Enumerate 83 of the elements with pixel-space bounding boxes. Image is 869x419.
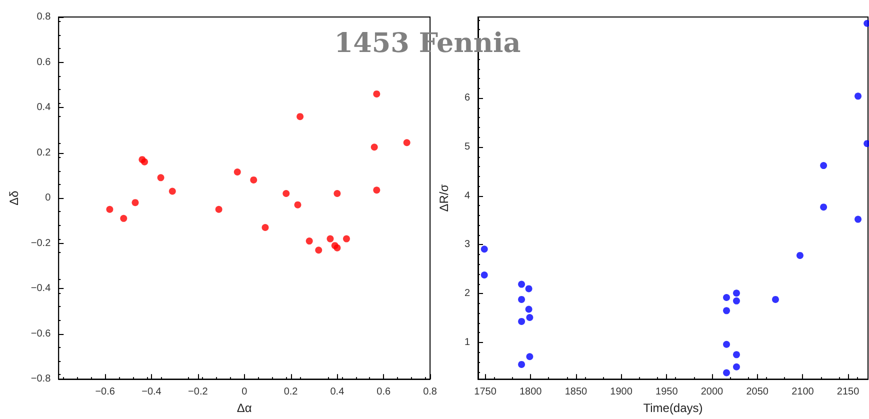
y-tick-label: 0 [45,192,52,204]
x-tick-label: 1950 [656,386,678,398]
x-tick-label: −0.4 [142,386,162,398]
point [518,280,526,288]
point [854,92,862,100]
point [820,204,828,211]
x-axis-title: Δα [236,401,252,415]
point [732,290,740,297]
x-tick-label: 1750 [474,386,497,398]
y-axis-title: Δδ [7,190,21,206]
point [525,285,532,292]
point [370,144,378,151]
x-tick-label: 2050 [746,386,769,398]
point [723,307,730,314]
x-tick-label: 0 [242,386,248,398]
point [732,351,740,358]
y-tick-label: 6 [464,92,470,104]
point [526,314,534,322]
point [480,246,488,253]
x-tick-label: 1900 [610,386,633,398]
point [403,139,410,146]
point [296,113,304,120]
point [723,369,730,376]
y-tick-label: 0.6 [36,56,52,68]
point [306,238,313,245]
x-tick-label: 0.2 [284,386,298,398]
x-tick-label: 0.6 [376,386,392,398]
y-tick-label: 1 [464,336,470,348]
point [342,235,350,242]
point [480,272,488,279]
y-tick-label: 0.8 [36,12,52,22]
point [723,340,730,348]
point [106,206,114,213]
x-tick-label: 0.8 [423,386,438,398]
point [526,353,534,360]
y-tick-label: 0.4 [36,102,52,114]
x-tick-label: 2100 [792,386,814,398]
x-tick-label: 1800 [519,386,542,398]
x-axis-title: Time(days) [643,401,703,415]
point [141,158,148,166]
point [120,214,128,222]
point [796,252,804,259]
point [525,306,532,313]
point [723,294,730,301]
y-tick-label: 0.2 [36,147,52,158]
point [215,206,222,213]
point [820,162,828,170]
point [373,90,380,98]
point [234,168,241,176]
y-tick-label: 3 [464,239,470,250]
x-tick-label: −0.2 [188,386,208,398]
point [326,235,334,242]
point [854,216,862,223]
x-tick-label: 2000 [700,386,724,398]
point [518,318,526,325]
point [518,296,526,303]
y-tick-label: −0.8 [30,374,52,385]
point [772,296,779,303]
x-tick-label: 0.4 [330,386,345,398]
y-axis-title: ΔR/σ [437,184,451,212]
point [262,224,269,231]
point [250,176,258,184]
point [282,190,290,198]
y-tick-label: 5 [464,141,470,152]
y-tick-label: 2 [464,288,470,300]
y-tick-label: −0.6 [30,328,52,340]
point [294,201,302,208]
point [334,190,341,198]
point [732,363,740,370]
y-tick-label: −0.4 [30,283,52,294]
point [157,174,164,182]
point [373,186,380,194]
point [518,360,526,368]
point [732,297,740,304]
y-tick-label: −0.2 [30,238,52,249]
x-tick-label: −0.6 [95,386,116,398]
x-tick-label: 1850 [564,386,588,398]
x-tick-label: 2150 [836,386,860,398]
y-tick-label: 4 [464,190,470,202]
point [315,246,322,254]
point [132,199,139,206]
point [168,188,176,195]
point [334,244,341,252]
